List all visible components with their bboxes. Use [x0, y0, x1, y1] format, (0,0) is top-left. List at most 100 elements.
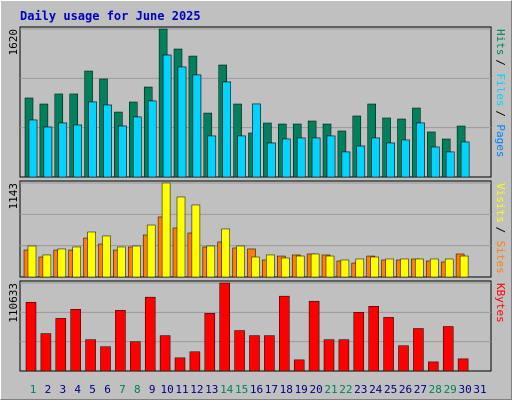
bar: [264, 335, 275, 372]
bar: [311, 137, 321, 178]
legend-label: Hits: [494, 29, 507, 56]
bar: [73, 124, 82, 178]
bar: [295, 255, 305, 278]
legend-label: KBytes: [494, 283, 507, 323]
x-tick-label: 4: [74, 383, 81, 396]
bar: [326, 135, 336, 178]
x-tick-label: 25: [384, 383, 397, 396]
x-tick-label: 17: [265, 383, 278, 396]
bar: [353, 312, 365, 372]
x-tick-label: 24: [369, 383, 383, 396]
bar: [221, 228, 230, 278]
legend-separator: /: [494, 110, 507, 117]
bar: [115, 310, 126, 372]
bar: [281, 257, 290, 278]
bar: [282, 138, 291, 178]
bar: [236, 245, 245, 278]
bar: [222, 81, 231, 178]
legend: Visits / Sites: [494, 183, 507, 274]
bar: [118, 125, 127, 178]
bar: [338, 339, 350, 372]
bar: [428, 361, 439, 372]
x-tick-label: 31: [473, 383, 486, 396]
bar: [162, 54, 172, 178]
legend-separator: /: [494, 59, 507, 66]
legend-separator: /: [494, 227, 507, 234]
bar: [191, 204, 201, 278]
bar: [249, 335, 260, 372]
x-tick-label: 16: [250, 383, 263, 396]
bar: [356, 145, 366, 178]
bar: [431, 146, 440, 178]
x-tick-label: 20: [309, 383, 322, 396]
chart-title: Daily usage for June 2025: [20, 9, 201, 23]
bar: [323, 339, 335, 372]
bar: [161, 182, 171, 278]
x-tick-label: 2: [45, 383, 52, 396]
bar: [370, 256, 379, 278]
bar: [204, 313, 216, 372]
legend: Hits / Files / Pages: [494, 29, 507, 158]
bar: [132, 245, 141, 278]
x-tick-label: 15: [235, 383, 248, 396]
x-tick-label: 14: [220, 383, 234, 396]
bar: [144, 296, 156, 372]
bar: [234, 330, 245, 372]
bar: [310, 253, 320, 278]
x-tick-label: 22: [339, 383, 352, 396]
bar: [102, 235, 111, 278]
bar: [371, 137, 380, 178]
x-tick-label: 29: [444, 383, 457, 396]
bar: [252, 103, 261, 178]
bar: [27, 245, 37, 278]
x-tick-label: 8: [134, 383, 141, 396]
legend-label: Pages: [494, 124, 507, 157]
bar: [57, 248, 67, 278]
bar: [237, 135, 246, 178]
x-tick-label: 18: [280, 383, 293, 396]
x-tick-label: 7: [119, 383, 126, 396]
legend-label: Sites: [494, 241, 507, 274]
bar: [25, 301, 37, 372]
bar: [85, 339, 96, 372]
bar: [385, 258, 394, 278]
bar: [88, 101, 97, 178]
x-tick-label: 27: [414, 383, 427, 396]
bar: [146, 224, 156, 278]
x-tick-label: 28: [429, 383, 442, 396]
bar: [416, 122, 425, 178]
bar: [176, 196, 186, 278]
legend-label: Files: [494, 73, 507, 106]
bar: [442, 326, 454, 372]
x-tick-label: 12: [190, 383, 203, 396]
bar: [42, 254, 52, 278]
bar: [206, 245, 216, 278]
bar: [401, 139, 410, 178]
bar: [398, 345, 409, 372]
bar: [325, 255, 335, 278]
bar: [40, 333, 52, 372]
bar: [413, 328, 424, 372]
x-tick-label: 21: [324, 383, 337, 396]
bar: [70, 309, 81, 372]
x-tick-label: 26: [399, 383, 412, 396]
bar: [341, 151, 351, 178]
bar: [340, 259, 350, 278]
bar: [130, 341, 141, 372]
bar: [296, 137, 306, 178]
bar: [100, 346, 111, 372]
bar: [147, 100, 157, 178]
bar: [266, 254, 275, 278]
bar: [400, 258, 409, 278]
bar: [415, 258, 424, 278]
legend-label: Visits: [494, 183, 507, 223]
bar: [460, 141, 470, 178]
bar: [72, 246, 81, 278]
bar: [43, 126, 53, 178]
y-tick-label: 1620: [7, 29, 20, 56]
bar: [457, 358, 469, 372]
bar: [219, 282, 230, 372]
bar: [55, 318, 67, 372]
